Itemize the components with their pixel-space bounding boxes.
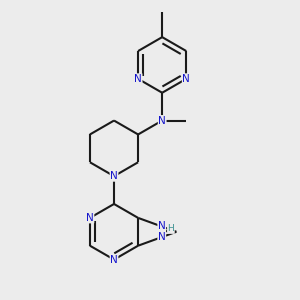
Text: N: N [158,116,166,126]
Text: N: N [86,213,94,223]
Text: N: N [158,221,166,232]
Text: N: N [158,232,166,242]
Text: H: H [167,224,174,233]
Text: N: N [182,74,190,84]
Text: N: N [134,74,142,84]
Text: N: N [110,171,118,181]
Text: N: N [110,255,118,265]
